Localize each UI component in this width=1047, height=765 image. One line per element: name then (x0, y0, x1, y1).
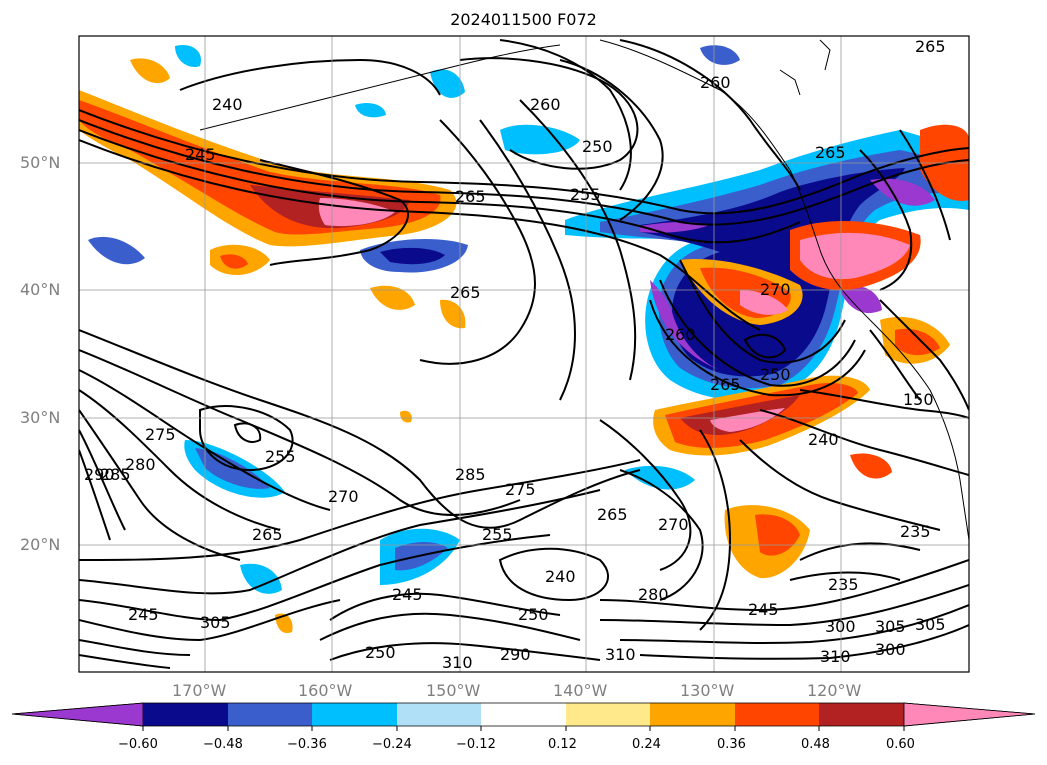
colorbar-tick: 0.48 (801, 737, 830, 752)
contour-label: 250 (365, 643, 396, 662)
contour-label: 260 (530, 95, 561, 114)
contour-labels: 240 245 260 250 255 265 265 265 260 265 … (84, 37, 946, 672)
contour-label: 150 (903, 390, 934, 409)
contour-label: 245 (128, 605, 159, 624)
contour-label: 310 (442, 653, 473, 672)
contour-label: 290 (500, 645, 531, 664)
colorbar-tick: 0.60 (886, 737, 915, 752)
lon-label-140w: 140°W (553, 681, 608, 700)
contour-label: 255 (265, 447, 296, 466)
contour-label: 240 (808, 430, 839, 449)
contour-label: 240 (212, 95, 243, 114)
contour-label: 280 (125, 455, 156, 474)
contour-label: 265 (597, 505, 628, 524)
contour-label: 265 (455, 187, 486, 206)
contour-label: 280 (638, 585, 669, 604)
colorbar-tick: 0.12 (548, 737, 577, 752)
lon-label-160w: 160°W (298, 681, 353, 700)
contour-label: 250 (760, 365, 791, 384)
contour-label: 275 (505, 480, 536, 499)
contour-label: 305 (200, 613, 231, 632)
contour-label: 235 (828, 575, 859, 594)
contour-label: 265 (450, 283, 481, 302)
contour-label: 255 (482, 525, 513, 544)
colorbar-tick: 0.36 (717, 737, 746, 752)
contour-label: 285 (455, 465, 486, 484)
lon-label-120w: 120°W (807, 681, 862, 700)
lon-label-170w: 170°W (172, 681, 227, 700)
colorbar-tick: −0.36 (287, 737, 327, 752)
contour-label: 235 (900, 522, 931, 541)
colorbar (11, 702, 1036, 731)
contour-label: 290 (84, 465, 115, 484)
contour-label: 265 (252, 525, 283, 544)
lat-label-40n: 40°N (20, 280, 61, 299)
contour-label: 270 (328, 487, 359, 506)
contour-label: 305 (915, 615, 946, 634)
colorbar-tick: −0.48 (203, 737, 243, 752)
contour-label: 300 (825, 617, 856, 636)
colorbar-tick: −0.12 (456, 737, 496, 752)
colorbar-tick: −0.24 (372, 737, 412, 752)
contour-label: 245 (748, 600, 779, 619)
lon-label-130w: 130°W (680, 681, 735, 700)
contour-label: 260 (665, 325, 696, 344)
contour-label: 265 (710, 375, 741, 394)
coastlines (199, 39, 969, 541)
contour-label: 260 (700, 73, 731, 92)
lon-label-150w: 150°W (426, 681, 481, 700)
contour-label: 250 (582, 137, 613, 156)
contour-label: 265 (915, 37, 946, 56)
lat-label-20n: 20°N (20, 535, 61, 554)
contour-label: 270 (658, 515, 689, 534)
contour-label: 265 (815, 143, 846, 162)
colorbar-tick: 0.24 (632, 737, 661, 752)
contour-label: 310 (820, 647, 851, 666)
contour-label: 240 (545, 567, 576, 586)
lat-label-50n: 50°N (20, 153, 61, 172)
height-contours (79, 39, 969, 669)
contour-label: 245 (392, 585, 423, 604)
contour-label: 250 (518, 605, 549, 624)
map-title: 2024011500 F072 (450, 10, 597, 29)
contour-label: 255 (570, 185, 601, 204)
plot-frame (78, 35, 970, 673)
contour-label: 245 (185, 145, 216, 164)
contour-label: 300 (875, 640, 906, 659)
contour-label: 275 (145, 425, 176, 444)
lat-label-30n: 30°N (20, 408, 61, 427)
contour-label: 285 (100, 465, 131, 484)
lat-lon-grid (79, 36, 969, 672)
contour-label: 310 (605, 645, 636, 664)
contour-label: 270 (760, 280, 791, 299)
colorbar-tick: −0.60 (118, 737, 158, 752)
contour-label: 305 (875, 617, 906, 636)
